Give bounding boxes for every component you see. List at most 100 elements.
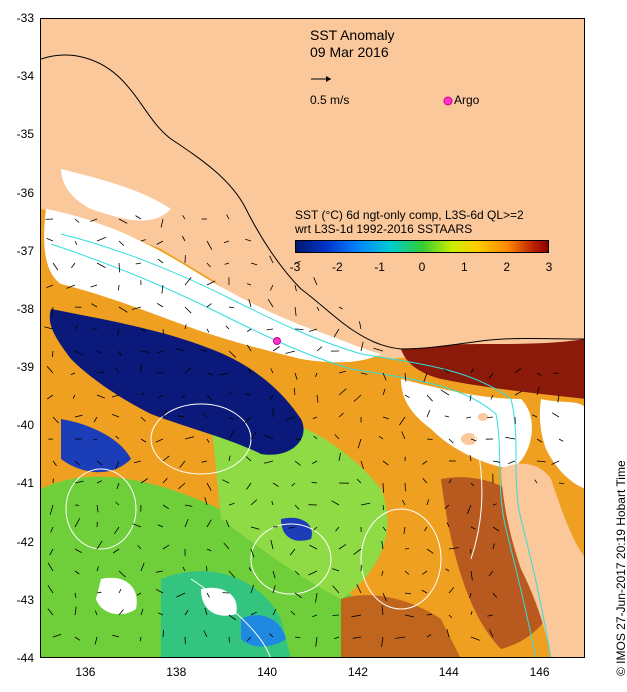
current-vector	[112, 634, 120, 638]
current-vector	[294, 306, 297, 316]
current-vector	[404, 570, 410, 575]
current-vector	[469, 592, 472, 598]
current-vector	[308, 570, 318, 576]
current-vector	[184, 609, 189, 616]
current-vector	[140, 328, 147, 332]
current-vector	[444, 504, 450, 509]
current-vector	[404, 372, 407, 382]
land-south-east	[501, 463, 584, 657]
current-vector	[294, 592, 303, 599]
ssh-contour-6	[460, 398, 483, 560]
current-vector	[118, 570, 126, 578]
current-vector	[47, 562, 54, 572]
current-vector	[294, 372, 298, 380]
current-vector	[181, 394, 186, 399]
current-vector	[267, 298, 274, 308]
current-vector	[115, 435, 120, 440]
current-vector	[250, 611, 257, 616]
current-vector	[74, 548, 82, 553]
current-vector	[118, 218, 128, 224]
current-vector	[228, 391, 232, 396]
current-vector	[219, 372, 230, 376]
current-vector	[66, 284, 76, 289]
current-vector	[269, 394, 274, 400]
current-vector	[225, 519, 230, 528]
current-vector	[140, 438, 147, 443]
current-vector	[373, 347, 384, 352]
current-vector	[315, 636, 318, 647]
current-vector	[90, 218, 98, 222]
current-vector	[466, 416, 472, 419]
ssh-contour-5	[190, 578, 271, 657]
current-vector	[492, 526, 500, 532]
y-axis-tick-label: -38	[16, 301, 34, 316]
current-vector	[272, 585, 276, 594]
current-vector	[382, 504, 385, 511]
current-vector	[422, 460, 428, 465]
current-vector	[52, 634, 62, 638]
argo-legend-marker	[443, 96, 453, 106]
current-vector	[140, 608, 144, 616]
current-vector	[246, 344, 252, 352]
current-vector	[534, 479, 538, 484]
colorbar-tick-label: 2	[503, 260, 510, 274]
current-vector	[176, 592, 186, 598]
current-vector	[357, 438, 362, 449]
current-vector	[536, 460, 546, 463]
current-vector	[294, 460, 301, 466]
current-vector	[118, 588, 122, 594]
current-vector	[157, 258, 164, 264]
current-vector	[91, 303, 98, 308]
current-vector	[487, 614, 494, 617]
current-vector	[50, 526, 54, 533]
current-vector	[446, 629, 450, 638]
current-vector	[162, 504, 170, 510]
current-vector	[184, 518, 189, 528]
current-vector	[293, 388, 296, 396]
current-vector	[246, 328, 252, 333]
current-vector	[200, 349, 208, 352]
current-vector	[470, 482, 474, 487]
current-vector	[228, 416, 234, 420]
current-vector	[271, 500, 274, 506]
current-vector	[492, 543, 495, 550]
current-vector	[206, 280, 216, 286]
current-vector	[558, 482, 565, 484]
current-vector	[162, 544, 170, 550]
current-vector	[421, 589, 428, 594]
current-vector	[272, 570, 276, 579]
current-vector	[264, 434, 274, 440]
current-vector	[201, 412, 208, 418]
current-vector	[331, 500, 340, 506]
current-vector	[470, 636, 480, 641]
current-vector	[404, 548, 410, 550]
current-vector	[250, 262, 258, 266]
copyright-timestamp: © IMOS 27-Jun-2017 20:19 Hobart Time	[614, 460, 627, 676]
current-vector	[470, 570, 473, 581]
current-vector	[47, 608, 54, 616]
no-data-region-4	[539, 399, 584, 489]
y-axis-tick-label: -40	[16, 418, 34, 433]
current-vector	[228, 455, 231, 462]
current-vector	[382, 592, 387, 601]
current-vector	[46, 394, 54, 400]
current-vector	[469, 455, 472, 462]
current-vector	[508, 460, 516, 464]
current-vector	[338, 388, 347, 396]
current-vector	[71, 262, 76, 269]
current-vector	[74, 606, 77, 616]
current-vector	[316, 306, 320, 311]
legend-line-1: SST (°C) 6d ngt-only comp, L3S-6d QL>=2	[295, 208, 524, 222]
current-vector	[426, 499, 430, 506]
current-vector	[289, 548, 296, 556]
current-vector	[74, 324, 79, 330]
current-vector	[250, 548, 255, 558]
x-axis-tick-label: 136	[75, 665, 96, 679]
current-vector	[352, 636, 362, 639]
current-vector	[49, 504, 54, 515]
current-vector	[93, 416, 98, 423]
sst-map[interactable]	[40, 18, 585, 658]
current-vector	[360, 564, 362, 572]
current-vector	[162, 630, 165, 638]
land-island-small	[461, 433, 477, 445]
